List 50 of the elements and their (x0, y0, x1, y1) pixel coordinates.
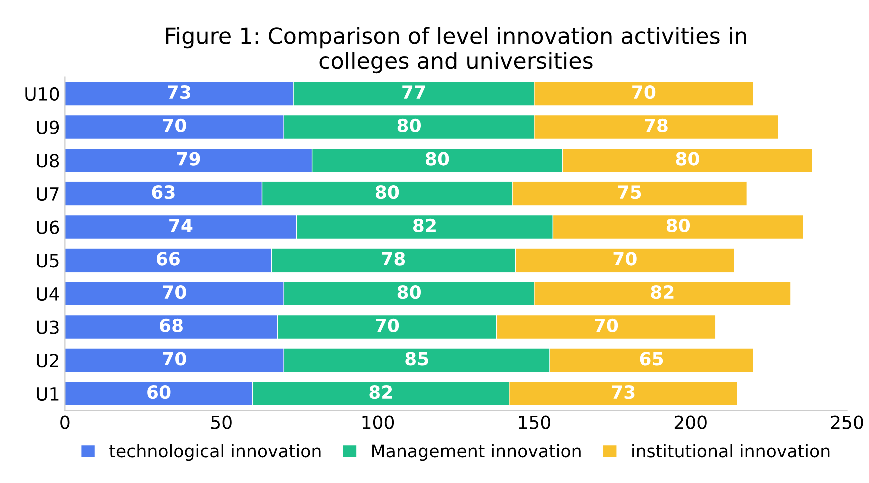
data-label: 85 (406, 352, 428, 366)
data-label: 60 (148, 385, 171, 400)
data-label: 82 (651, 285, 674, 300)
data-label: 68 (160, 318, 183, 332)
data-label: 74 (170, 219, 193, 232)
data-label: 63 (152, 186, 175, 200)
data-label: 78 (382, 252, 406, 266)
x-tick-label: 150 (519, 416, 550, 430)
data-label: 70 (376, 318, 400, 332)
y-tick-label: U10 (26, 87, 60, 102)
data-label: 80 (376, 186, 400, 200)
data-label: 70 (163, 352, 186, 366)
chart-title: Figure 1: Comparison of level innovation activities in colleges and universities (166, 27, 746, 74)
y-tick-label: U4 (37, 288, 60, 302)
legend-label: institutional innovation (632, 444, 830, 458)
y-tick-label: U7 (37, 188, 59, 202)
y-tick-label: U3 (37, 320, 59, 334)
x-tick-label: 200 (674, 416, 707, 430)
legend-label: technological innovation (110, 444, 321, 462)
y-tick-label: U6 (37, 220, 60, 234)
data-label: 79 (177, 152, 200, 166)
data-label: 73 (612, 385, 635, 400)
data-label: 80 (398, 285, 421, 300)
y-tick-label: U2 (37, 354, 59, 368)
data-label: 78 (645, 118, 668, 133)
data-label: 70 (595, 318, 618, 332)
data-label: 80 (666, 218, 690, 232)
data-label: 82 (413, 218, 436, 232)
data-label: 80 (426, 152, 450, 166)
x-tick-label: 50 (212, 416, 232, 430)
x-tick-label: 250 (831, 416, 864, 430)
data-label: 75 (618, 186, 642, 200)
data-label: 70 (163, 118, 186, 133)
data-label: 82 (370, 385, 392, 400)
y-tick-label: U9 (37, 120, 60, 134)
data-label: 70 (632, 86, 656, 100)
data-label: 66 (156, 252, 180, 266)
y-tick-label: U1 (37, 388, 59, 402)
data-label: 73 (168, 86, 190, 100)
data-label: 70 (614, 252, 637, 266)
data-label: 65 (640, 352, 664, 366)
y-tick-label: U5 (37, 254, 59, 268)
data-label: 80 (398, 118, 421, 133)
data-label: 70 (163, 285, 186, 300)
x-tick-label: 100 (362, 416, 394, 430)
data-label: 77 (402, 86, 426, 99)
data-label: 80 (676, 152, 700, 166)
x-tick-label: 0 (60, 416, 70, 430)
legend-label: Management innovation (372, 444, 581, 462)
y-tick-label: U8 (37, 154, 60, 168)
